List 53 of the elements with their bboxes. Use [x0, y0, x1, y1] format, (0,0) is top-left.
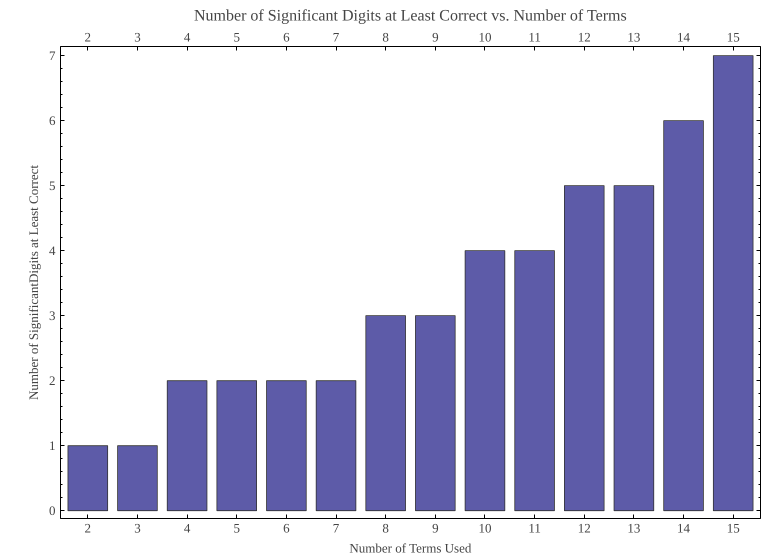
category-label: 13	[627, 520, 640, 536]
bar	[464, 250, 506, 512]
category-label: 4	[184, 520, 190, 536]
y-axis-title: Number of SignificantDigits at Least Correct	[26, 164, 41, 400]
bar	[712, 55, 754, 512]
x-tick-label: 14	[677, 30, 691, 44]
y-tick-label: 4	[49, 243, 56, 258]
category-label: 12	[578, 520, 591, 536]
chart-title: Number of Significant Digits at Least Correct vs. Number of Terms	[194, 8, 627, 24]
x-tick-label: 5	[233, 30, 240, 44]
x-tick-label: 8	[382, 30, 389, 44]
bar	[415, 315, 456, 512]
bar	[316, 380, 356, 512]
y-tick-label: 7	[49, 48, 56, 64]
y-tick-label: 0	[49, 503, 56, 518]
x-tick-label: 15	[726, 30, 740, 44]
bar	[68, 445, 108, 512]
category-label: 2	[84, 520, 92, 536]
category-label: 8	[382, 520, 389, 536]
bar	[564, 185, 605, 512]
y-tick-label: 2	[49, 373, 56, 388]
bar	[514, 250, 555, 512]
x-tick-label: 13	[627, 30, 640, 44]
bar	[614, 185, 654, 512]
y-tick-label: 1	[49, 438, 56, 454]
bar	[117, 445, 158, 512]
bar	[266, 380, 307, 512]
bar	[216, 380, 257, 512]
x-tick-label: 2	[84, 30, 92, 44]
x-tick-label: 10	[478, 30, 492, 44]
y-tick-label: 6	[49, 113, 56, 128]
x-tick-label: 11	[528, 30, 541, 44]
category-label: 5	[233, 520, 240, 536]
y-tick-label: 5	[49, 178, 56, 194]
category-label: 14	[677, 520, 690, 536]
category-label: 6	[283, 520, 290, 536]
x-tick-label: 4	[184, 30, 191, 44]
category-label: 11	[528, 520, 541, 536]
bar	[166, 380, 208, 512]
category-label: 10	[478, 520, 492, 536]
x-tick-label: 9	[432, 30, 439, 44]
x-tick-label: 7	[332, 30, 340, 44]
bar	[663, 120, 704, 512]
x-axis-title: Number of Terms Used	[349, 540, 472, 556]
x-tick-label: 6	[283, 30, 290, 44]
x-tick-label: 3	[134, 30, 141, 44]
category-label: 7	[332, 520, 340, 536]
y-tick-label: 3	[49, 308, 56, 324]
bar	[365, 315, 406, 512]
category-label: 9	[432, 520, 439, 536]
x-tick-label: 12	[578, 30, 591, 44]
category-label: 3	[134, 520, 141, 536]
category-label: 15	[726, 520, 740, 536]
